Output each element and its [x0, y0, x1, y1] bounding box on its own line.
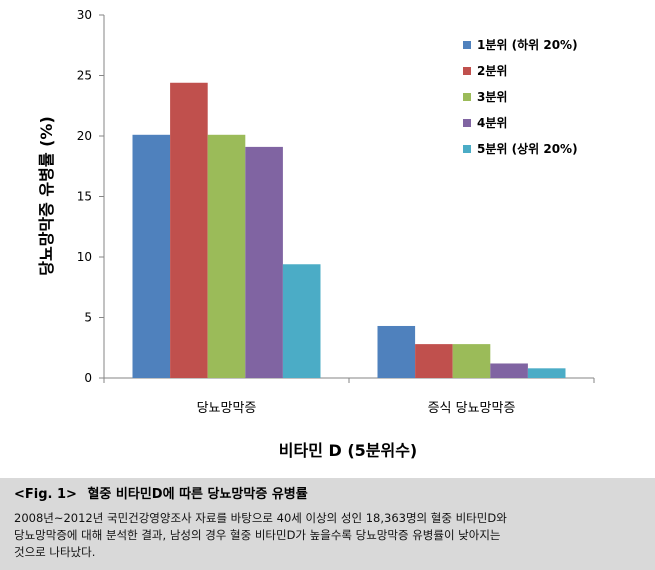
y-tick-label: 20 [77, 129, 92, 143]
bar [132, 134, 171, 378]
caption-title-row: <Fig. 1> 혈중 비타민D에 따른 당뇨망막증 유병률 [14, 486, 641, 504]
caption-line: 2008년~2012년 국민건강영양조사 자료를 바탕으로 40세 이상의 성인… [14, 511, 507, 525]
bar [452, 344, 491, 378]
bar [282, 264, 321, 378]
legend-label: 5분위 (상위 20%) [477, 141, 578, 156]
bar [377, 325, 416, 378]
caption-line: 것으로 나타났다. [14, 545, 96, 559]
x-category-label: 당뇨망막증 [197, 401, 257, 416]
y-tick-label: 30 [77, 8, 92, 22]
legend: 1분위 (하위 20%) 2분위 3분위 4분위 5분위 (상위 20%) [463, 37, 578, 156]
bar-chart: 0 5 10 15 20 25 30 당뇨망막증 증식 당뇨망막증 1분위 (하위 20%) 2… [37, 8, 595, 460]
y-tick-label: 5 [84, 311, 92, 325]
bar [207, 134, 246, 378]
legend-swatch [463, 93, 471, 101]
bar [490, 363, 528, 378]
legend-label: 2분위 [477, 64, 507, 78]
caption-title: 혈중 비타민D에 따른 당뇨망막증 유병률 [87, 487, 308, 502]
y-axis-label: 당뇨망막증 유병률 (%) [37, 116, 56, 276]
y-tick-label: 25 [77, 69, 92, 83]
bar [245, 146, 283, 378]
legend-label: 4분위 [477, 116, 507, 130]
figure-caption: <Fig. 1> 혈중 비타민D에 따른 당뇨망막증 유병률 2008년~201… [0, 478, 655, 570]
y-tick-label: 0 [84, 371, 92, 385]
y-tick-label: 10 [77, 250, 92, 264]
bar [170, 82, 208, 378]
legend-swatch [463, 41, 471, 49]
legend-label: 3분위 [477, 90, 507, 104]
figure-label: <Fig. 1> [14, 487, 77, 502]
legend-swatch [463, 67, 471, 75]
y-axis: 0 5 10 15 20 25 30 [77, 8, 105, 385]
x-category-label: 증식 당뇨망막증 [428, 401, 516, 416]
bar [415, 344, 453, 378]
y-tick-label: 15 [77, 190, 92, 204]
bars [132, 82, 566, 378]
legend-swatch [463, 145, 471, 153]
bar [527, 368, 566, 378]
caption-line: 당뇨망막증에 대해 분석한 결과, 남성의 경우 혈중 비타민D가 높을수록 당… [14, 528, 501, 542]
x-axis: 당뇨망막증 증식 당뇨망막증 [103, 377, 595, 416]
x-axis-label: 비타민 D (5분위수) [279, 441, 418, 460]
legend-swatch [463, 119, 471, 127]
caption-body: 2008년~2012년 국민건강영양조사 자료를 바탕으로 40세 이상의 성인… [14, 510, 641, 561]
legend-label: 1분위 (하위 20%) [477, 37, 578, 52]
